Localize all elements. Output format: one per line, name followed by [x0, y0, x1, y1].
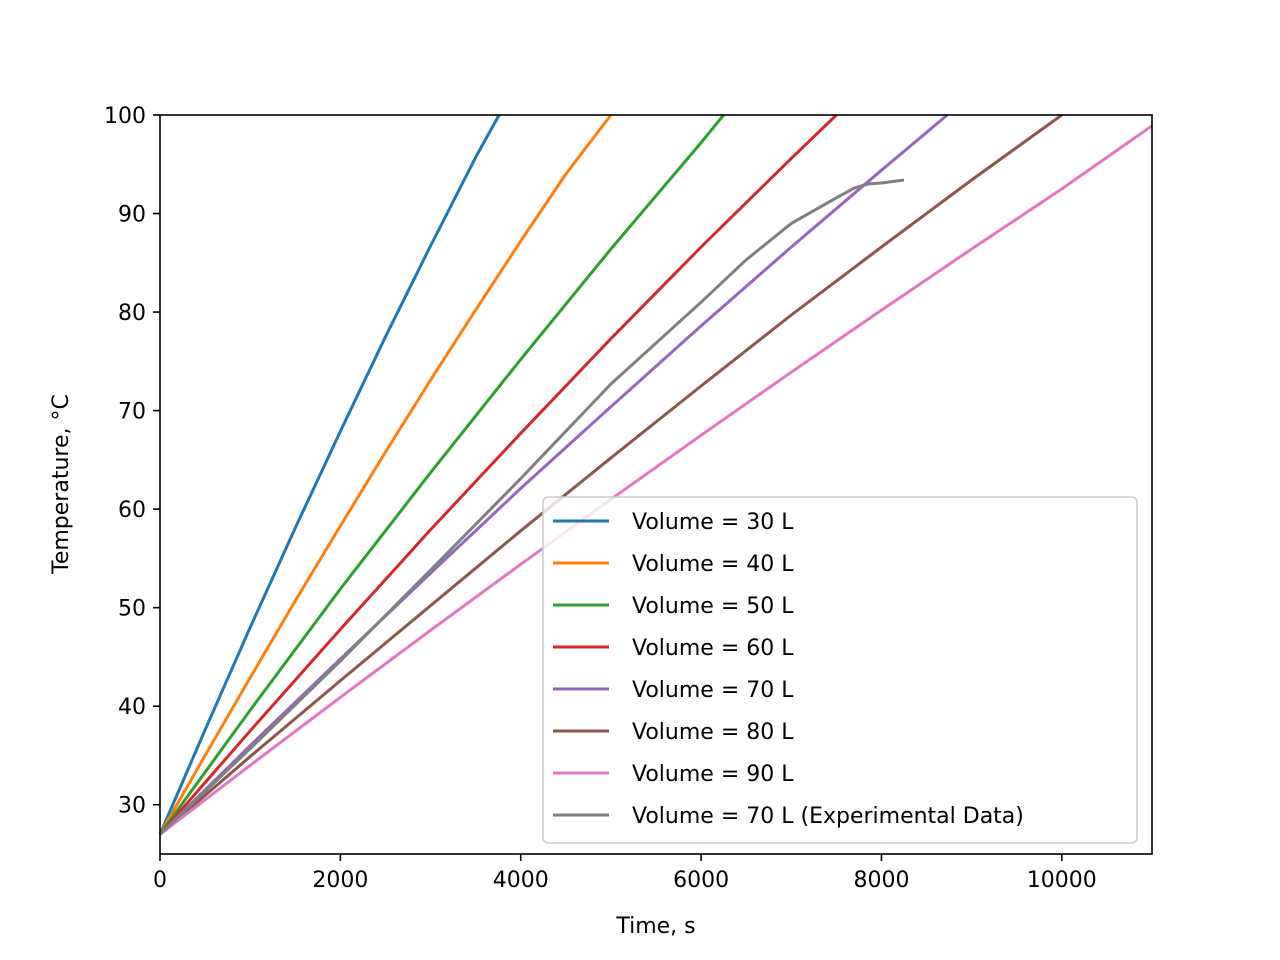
legend-box: [542, 496, 1138, 844]
y-axis-label: Temperature, °C: [49, 394, 74, 575]
x-tick-label-5: 10000: [1027, 868, 1097, 893]
x-tick-label-2: 4000: [493, 868, 549, 893]
x-tick-label-1: 2000: [312, 868, 368, 893]
legend-label-2: Volume = 50 L: [632, 594, 794, 619]
x-tick-label-0: 0: [153, 868, 167, 893]
legend-label-4: Volume = 70 L: [632, 678, 794, 703]
series-line-5: [159, 113, 1063, 836]
x-tick-label-3: 6000: [673, 868, 729, 893]
y-tick-label-1: 40: [118, 695, 146, 720]
series-layer: [158, 113, 1153, 836]
ticks-layer: 0 2000 4000 6000 8000 10000 30 40 50 60 70 80 90 100: [104, 104, 1097, 893]
y-tick-label-7: 100: [104, 104, 146, 129]
y-tick-label-6: 90: [118, 203, 146, 228]
series-line-0: [158, 114, 501, 835]
series-line-7: [158, 178, 905, 836]
y-tick-label-3: 60: [118, 498, 146, 523]
series-line-1: [158, 114, 613, 836]
y-tick-label-0: 30: [118, 794, 146, 819]
x-tick-label-4: 8000: [853, 868, 909, 893]
legend-label-5: Volume = 80 L: [632, 720, 794, 745]
series-line-4: [158, 113, 949, 836]
series-line-3: [158, 113, 838, 836]
plot-area-frame: [159, 114, 1153, 855]
legend-label-3: Volume = 60 L: [632, 636, 794, 661]
x-axis-label: Time, s: [615, 914, 695, 939]
series-line-6: [159, 124, 1153, 836]
legend-label-0: Volume = 30 L: [632, 510, 794, 535]
legend-label-7: Volume = 70 L (Experimental Data): [632, 804, 1024, 829]
legend: Volume = 30 L Volume = 40 L Volume = 50 L V…: [542, 496, 1138, 844]
y-tick-label-5: 80: [118, 301, 146, 326]
legend-label-6: Volume = 90 L: [632, 762, 794, 787]
y-tick-label-4: 70: [118, 400, 146, 425]
y-tick-label-2: 50: [118, 597, 146, 622]
legend-label-1: Volume = 40 L: [632, 552, 794, 577]
series-line-2: [158, 114, 725, 836]
